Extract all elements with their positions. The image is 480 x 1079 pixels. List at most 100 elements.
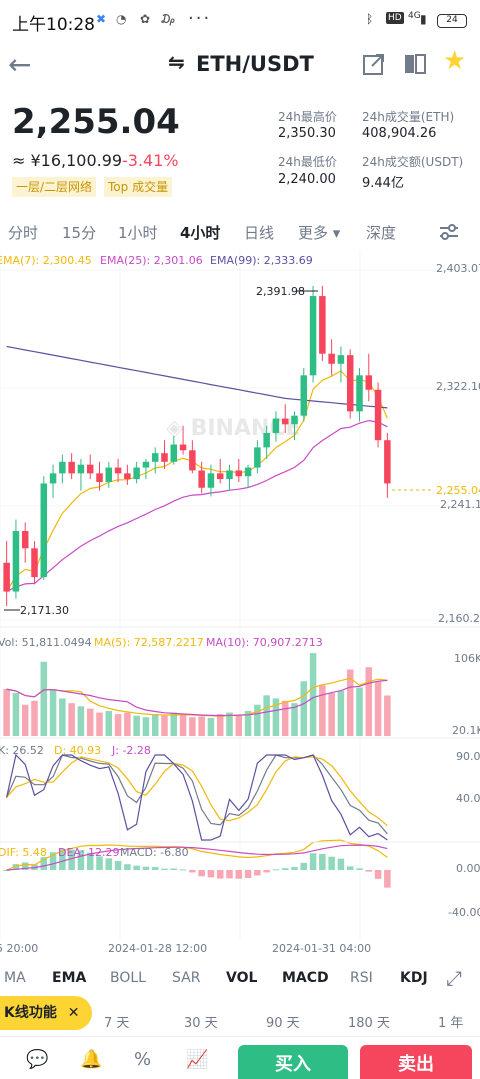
macd-histogram-bar — [77, 850, 85, 870]
low-value: 2,240.00 — [278, 172, 336, 187]
category-tag[interactable]: Top 成交量 — [104, 177, 173, 197]
swap-icon[interactable]: ⇋ — [168, 50, 185, 74]
sell-button[interactable]: 卖出 — [360, 1045, 472, 1079]
price-tick: 2,322.10 — [436, 380, 480, 393]
macd-histogram-bar — [226, 870, 233, 879]
favorite-star-icon[interactable]: ★ — [443, 46, 467, 76]
volume-bar — [384, 695, 391, 736]
range-1y[interactable]: 1 年 — [438, 1016, 464, 1031]
macd-histogram-bar — [68, 849, 75, 870]
range-90d[interactable]: 90 天 — [266, 1016, 300, 1031]
low-marker: 2,171.30 — [20, 604, 69, 617]
alert-bell-icon[interactable]: 🔔 — [80, 1049, 103, 1070]
tab-depth[interactable]: 深度 — [366, 224, 397, 242]
range-7d[interactable]: 7 天 — [104, 1016, 130, 1031]
bluetooth-icon: ᛒ — [366, 12, 374, 26]
app-notification-icon: ◔ — [116, 12, 127, 26]
share-icon[interactable] — [362, 52, 386, 76]
candle-body — [319, 296, 326, 354]
category-tag[interactable]: 一层/二层网络 — [12, 177, 97, 197]
chat-icon[interactable]: 💬 — [26, 1049, 49, 1070]
candle-body — [207, 473, 215, 488]
kdj-tick: 90.00 — [456, 750, 480, 763]
indicator-bar: MA EMA BOLL SAR VOL MACD RSI KDJ ⤢ — [0, 962, 480, 996]
indicator-rsi[interactable]: RSI — [350, 970, 373, 986]
macd-histogram-bar — [309, 853, 317, 870]
macd-histogram-bar — [263, 870, 270, 873]
volume-bar — [216, 714, 224, 736]
candle-body — [114, 467, 122, 474]
chart-icon[interactable]: 📈 — [186, 1049, 209, 1070]
candle-body — [384, 440, 391, 484]
layout-toggle-icon[interactable] — [403, 52, 427, 76]
fullscreen-icon[interactable]: ⤢ — [446, 966, 462, 990]
kline-function-button[interactable]: K线功能 ✕ — [0, 996, 92, 1030]
interval-tabs: 分时 15分 1小时 4小时 日线 更多 ▾ 深度 — [0, 218, 480, 248]
tab-4h[interactable]: 4小时 — [180, 224, 221, 242]
tab-more[interactable]: 更多 ▾ — [298, 224, 341, 242]
volume-bar — [142, 717, 150, 736]
indicator-ema[interactable]: EMA — [52, 970, 87, 986]
app-notification-icon: ✿ — [140, 12, 151, 26]
range-180d[interactable]: 180 天 — [348, 1016, 390, 1031]
candle-body — [151, 453, 159, 462]
tab-15m[interactable]: 15分 — [62, 224, 97, 242]
kdj-tick: 40.00 — [456, 792, 480, 805]
candle-body — [40, 483, 48, 578]
buy-button[interactable]: 买入 — [238, 1045, 348, 1079]
tab-timeshare[interactable]: 分时 — [8, 224, 39, 242]
kline-chart[interactable]: ◈ BINANCE EMA(7): 2,300.45 EMA(25): 2,30… — [0, 250, 480, 962]
close-icon[interactable]: ✕ — [67, 1005, 80, 1021]
volume-bar — [226, 712, 233, 736]
macd-histogram-bar — [170, 868, 178, 870]
volume-tick: 106K — [454, 652, 480, 665]
volume-bar — [170, 712, 178, 736]
candle-body — [105, 467, 113, 482]
volume-bar — [346, 669, 354, 736]
indicator-macd[interactable]: MACD — [282, 970, 329, 986]
candle-body — [346, 355, 354, 412]
turnover-label: 24h成交额(USDT) — [362, 155, 464, 169]
macd-dea-line — [6, 844, 388, 871]
candle-body — [3, 562, 10, 592]
ema25-line — [6, 419, 388, 593]
macd-histogram-bar — [337, 858, 345, 870]
indicator-ma[interactable]: MA — [4, 970, 26, 986]
candle-body — [133, 467, 140, 480]
candle-body — [179, 444, 187, 451]
chart-settings-icon[interactable] — [438, 222, 460, 242]
battery-level: 24 — [446, 15, 458, 25]
kline-chart-svg[interactable]: ◈ BINANCE EMA(7): 2,300.45 EMA(25): 2,30… — [0, 250, 480, 962]
macd-histogram-bar — [59, 849, 66, 870]
range-30d[interactable]: 30 天 — [184, 1016, 218, 1031]
volume-bar — [105, 710, 113, 736]
volume-bar — [207, 718, 215, 736]
tab-1h[interactable]: 1小时 — [118, 224, 158, 242]
indicator-boll[interactable]: BOLL — [110, 970, 146, 986]
macd-histogram-bar — [216, 870, 224, 879]
candle-body — [142, 461, 150, 468]
back-arrow-icon[interactable]: ← — [8, 48, 32, 81]
app-notification-icon: ✖ — [96, 12, 107, 26]
volume-bar — [365, 667, 373, 736]
macd-histogram-bar — [161, 868, 168, 870]
macd-histogram-bar — [365, 870, 373, 872]
kline-function-label: K线功能 — [4, 1005, 57, 1021]
candle-body — [337, 355, 345, 364]
macd-histogram-bar — [21, 862, 29, 870]
pair-title[interactable]: ETH/USDT — [196, 52, 314, 76]
percent-icon[interactable]: % — [134, 1049, 152, 1070]
volume-ma5-legend: MA(5): 72,587.2217 — [94, 636, 204, 649]
indicator-kdj[interactable]: KDJ — [400, 970, 428, 986]
macd-tick: 0.00 — [456, 862, 480, 875]
candle-body — [77, 464, 85, 474]
volume-ma10-line — [6, 679, 388, 717]
price-tick: 2,160.26 — [438, 612, 480, 625]
volume-bar — [86, 708, 94, 736]
indicator-vol[interactable]: VOL — [226, 970, 258, 986]
indicator-sar[interactable]: SAR — [172, 970, 201, 986]
tab-daily[interactable]: 日线 — [244, 224, 275, 242]
volume-bar — [189, 717, 196, 736]
network-label: 4G — [408, 11, 421, 21]
candle-body — [189, 450, 196, 471]
